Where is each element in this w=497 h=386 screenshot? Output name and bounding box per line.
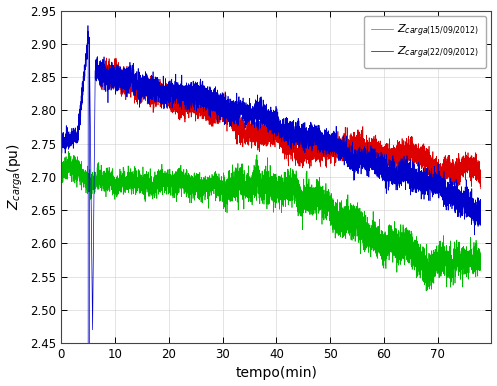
$Z_{carga(22/09/2012)}$	[85, 23, 91, 28]
$Z_{carga(15/09/2012)}$	[269, 180, 275, 185]
$Z_{carga(15/09/2012)}$	[126, 178, 132, 183]
Legend: $Z_{carga(15/09/2012)}$, $Z_{carga(22/09/2012)}$: $Z_{carga(15/09/2012)}$, $Z_{carga(22/09…	[364, 16, 486, 68]
$Z_{carga(15/09/2012)}$	[423, 289, 429, 293]
Y-axis label: $Z_{carga}$(pu): $Z_{carga}$(pu)	[5, 143, 25, 210]
$Z_{carga(15/09/2012)}$	[362, 234, 368, 238]
$Z_{carga(15/09/2012)}$	[66, 149, 72, 154]
$Z_{carga(22/09/2012)}$	[59, 135, 65, 140]
Line: $Z_{carga(22/09/2012)}$: $Z_{carga(22/09/2012)}$	[62, 25, 481, 386]
$Z_{carga(15/09/2012)}$	[59, 174, 65, 178]
$Z_{carga(22/09/2012)}$	[96, 71, 102, 76]
$Z_{carga(15/09/2012)}$	[478, 251, 484, 255]
$Z_{carga(22/09/2012)}$	[331, 145, 337, 150]
$Z_{carga(15/09/2012)}$	[331, 217, 337, 222]
$Z_{carga(15/09/2012)}$	[95, 174, 101, 178]
$Z_{carga(22/09/2012)}$	[233, 104, 239, 108]
$Z_{carga(22/09/2012)}$	[362, 156, 368, 161]
$Z_{carga(22/09/2012)}$	[126, 74, 132, 79]
$Z_{carga(15/09/2012)}$	[233, 180, 239, 185]
Line: $Z_{carga(15/09/2012)}$: $Z_{carga(15/09/2012)}$	[62, 151, 481, 291]
$Z_{carga(22/09/2012)}$	[478, 197, 484, 202]
$Z_{carga(22/09/2012)}$	[269, 118, 275, 122]
X-axis label: tempo(min): tempo(min)	[236, 366, 318, 381]
